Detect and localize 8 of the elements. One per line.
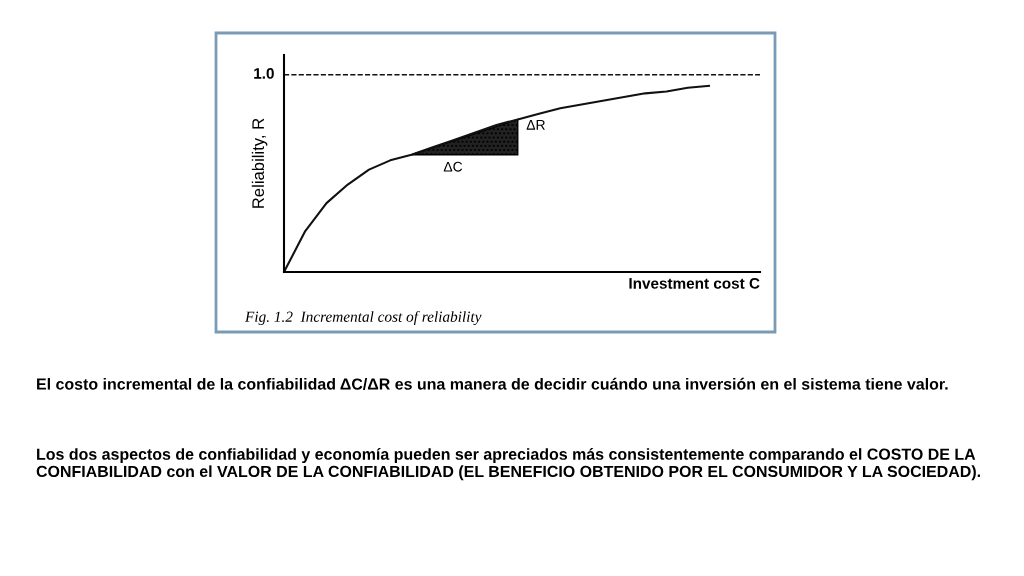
annotation: ΔC	[443, 161, 463, 172]
text: El costo incremental de la confiabilidad ΔC/ΔR es una manera de decidir cuándo una inversión en el sistema tiene valor.	[37, 377, 948, 390]
x-axis-title: Investment cost C	[629, 277, 760, 289]
annotation: ΔR	[526, 120, 545, 130]
caption: Fig. 1.2 Incremental cost of reliability	[244, 310, 482, 326]
text: Los dos aspectos de confiabilidad y economía pueden ser apreciados más consistentemente comparando el COSTO DE LA CONFIABILIDAD con el VALOR DE LA CONFIABILIDAD (EL BENEFICIO OBTENIDO POR EL CONSUMIDOR Y LA SOCIEDAD).	[36, 448, 980, 481]
text: 1.0	[254, 68, 274, 79]
y-axis-title: Reliability, R	[251, 118, 268, 208]
